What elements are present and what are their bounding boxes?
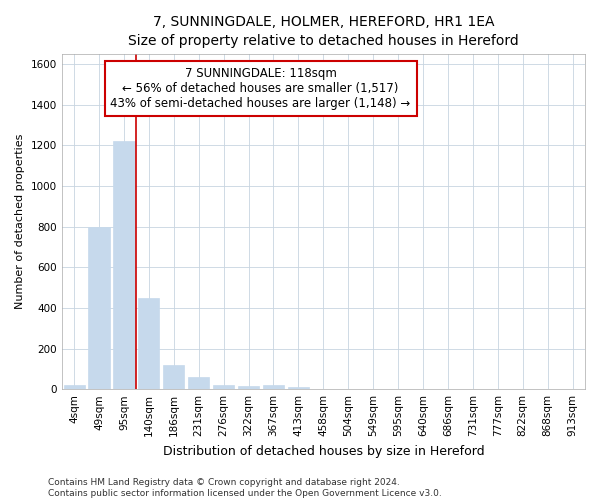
Bar (238, 386, 259, 389)
X-axis label: Distribution of detached houses by size in Hereford: Distribution of detached houses by size … (163, 444, 484, 458)
Bar (163, 365, 184, 389)
Bar (88, 226, 110, 389)
Bar (138, 298, 160, 389)
Bar (113, 141, 134, 389)
Bar (188, 377, 209, 389)
Bar (263, 385, 284, 389)
Title: 7, SUNNINGDALE, HOLMER, HEREFORD, HR1 1EA
Size of property relative to detached : 7, SUNNINGDALE, HOLMER, HEREFORD, HR1 1E… (128, 15, 519, 48)
Text: 7 SUNNINGDALE: 118sqm
← 56% of detached houses are smaller (1,517)
43% of semi-d: 7 SUNNINGDALE: 118sqm ← 56% of detached … (110, 67, 410, 110)
Bar (64, 384, 85, 389)
Bar (213, 385, 234, 389)
Y-axis label: Number of detached properties: Number of detached properties (15, 134, 25, 309)
Text: Contains HM Land Registry data © Crown copyright and database right 2024.
Contai: Contains HM Land Registry data © Crown c… (48, 478, 442, 498)
Bar (288, 387, 309, 389)
